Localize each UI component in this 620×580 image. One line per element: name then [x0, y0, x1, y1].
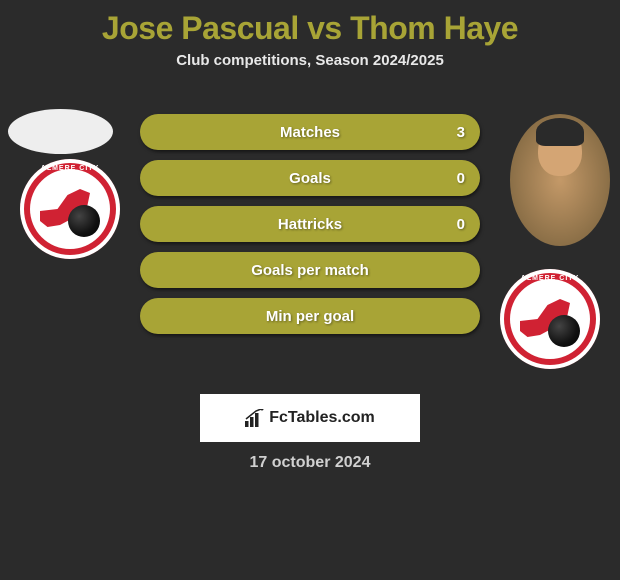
stat-pill-min-per-goal: Min per goal [140, 298, 480, 334]
stat-pill-goals: Goals 0 [140, 160, 480, 196]
club-logo-left: ALMERE CITY [20, 159, 120, 259]
comparison-title: Jose Pascual vs Thom Haye [0, 0, 620, 52]
stat-label: Hattricks [278, 216, 342, 233]
player-photo-right [510, 114, 610, 246]
stat-value-right: 0 [457, 170, 465, 187]
stat-value-right: 0 [457, 216, 465, 233]
club-logo-inner-right [510, 279, 590, 359]
stat-label: Min per goal [266, 308, 354, 325]
chart-icon [245, 409, 265, 427]
fctables-text: FcTables.com [269, 409, 375, 427]
stat-label: Goals per match [251, 262, 369, 279]
comparison-subtitle: Club competitions, Season 2024/2025 [0, 52, 620, 94]
fctables-logo: FcTables.com [245, 409, 375, 427]
club-logo-right: ALMERE CITY [500, 269, 600, 369]
club-logo-inner-left [30, 169, 110, 249]
stat-value-right: 3 [457, 124, 465, 141]
player-photo-left [8, 109, 113, 154]
stat-pill-matches: Matches 3 [140, 114, 480, 150]
stat-label: Goals [289, 170, 331, 187]
date-text: 17 october 2024 [0, 454, 620, 472]
content-area: ALMERE CITY ALMERE CITY Matches 3 Goals … [0, 94, 620, 374]
stat-label: Matches [280, 124, 340, 141]
stat-pill-hattricks: Hattricks 0 [140, 206, 480, 242]
footer-logo-box[interactable]: FcTables.com [200, 394, 420, 442]
stats-container: Matches 3 Goals 0 Hattricks 0 Goals per … [140, 114, 480, 344]
stat-pill-goals-per-match: Goals per match [140, 252, 480, 288]
